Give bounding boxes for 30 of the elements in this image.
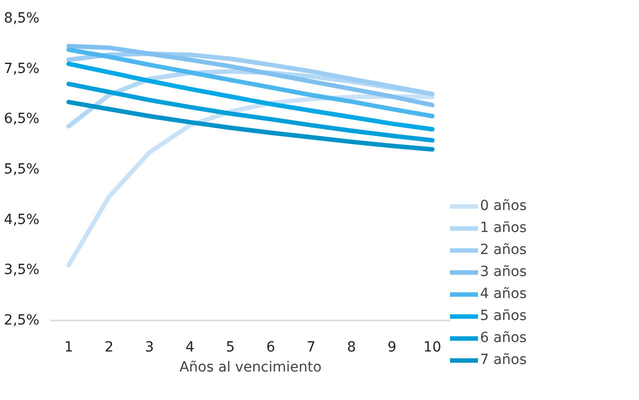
- x-tick-label: 3: [145, 340, 154, 356]
- x-tick-label: 4: [185, 340, 194, 356]
- legend-label: 2 años: [480, 242, 527, 258]
- legend-label: 0 años: [480, 198, 527, 214]
- y-tick-label: 3,5%: [4, 262, 40, 278]
- legend-label: 1 años: [480, 220, 527, 236]
- x-tick-label: 8: [347, 340, 356, 356]
- line-series: [66, 47, 435, 118]
- legend-label: 7 años: [480, 352, 527, 368]
- y-tick-label: 7,5%: [4, 60, 40, 77]
- x-tick-label: 10: [423, 340, 442, 356]
- line-series: [66, 82, 435, 143]
- legend-label: 6 años: [480, 330, 527, 346]
- x-tick-label: 1: [64, 340, 74, 356]
- legend-label: 4 años: [480, 286, 527, 302]
- x-tick-label: 9: [387, 340, 396, 356]
- x-axis-title: Años al vencimiento: [179, 360, 322, 376]
- x-tick-label: 7: [306, 340, 316, 356]
- x-tick-label: 6: [266, 340, 276, 356]
- x-tick-label: 2: [104, 340, 114, 356]
- y-tick-label: 6,5%: [4, 111, 40, 128]
- x-tick-label: 5: [226, 340, 235, 356]
- legend-label: 3 años: [480, 264, 527, 280]
- line-series: [66, 44, 435, 108]
- y-tick-label: 5,5%: [4, 162, 40, 178]
- line-series: [66, 100, 435, 152]
- y-tick-label: 2,5%: [4, 312, 40, 328]
- y-tick-label: 8,5%: [4, 10, 40, 26]
- y-tick-label: 4,5%: [4, 212, 40, 228]
- legend-label: 5 años: [480, 308, 527, 324]
